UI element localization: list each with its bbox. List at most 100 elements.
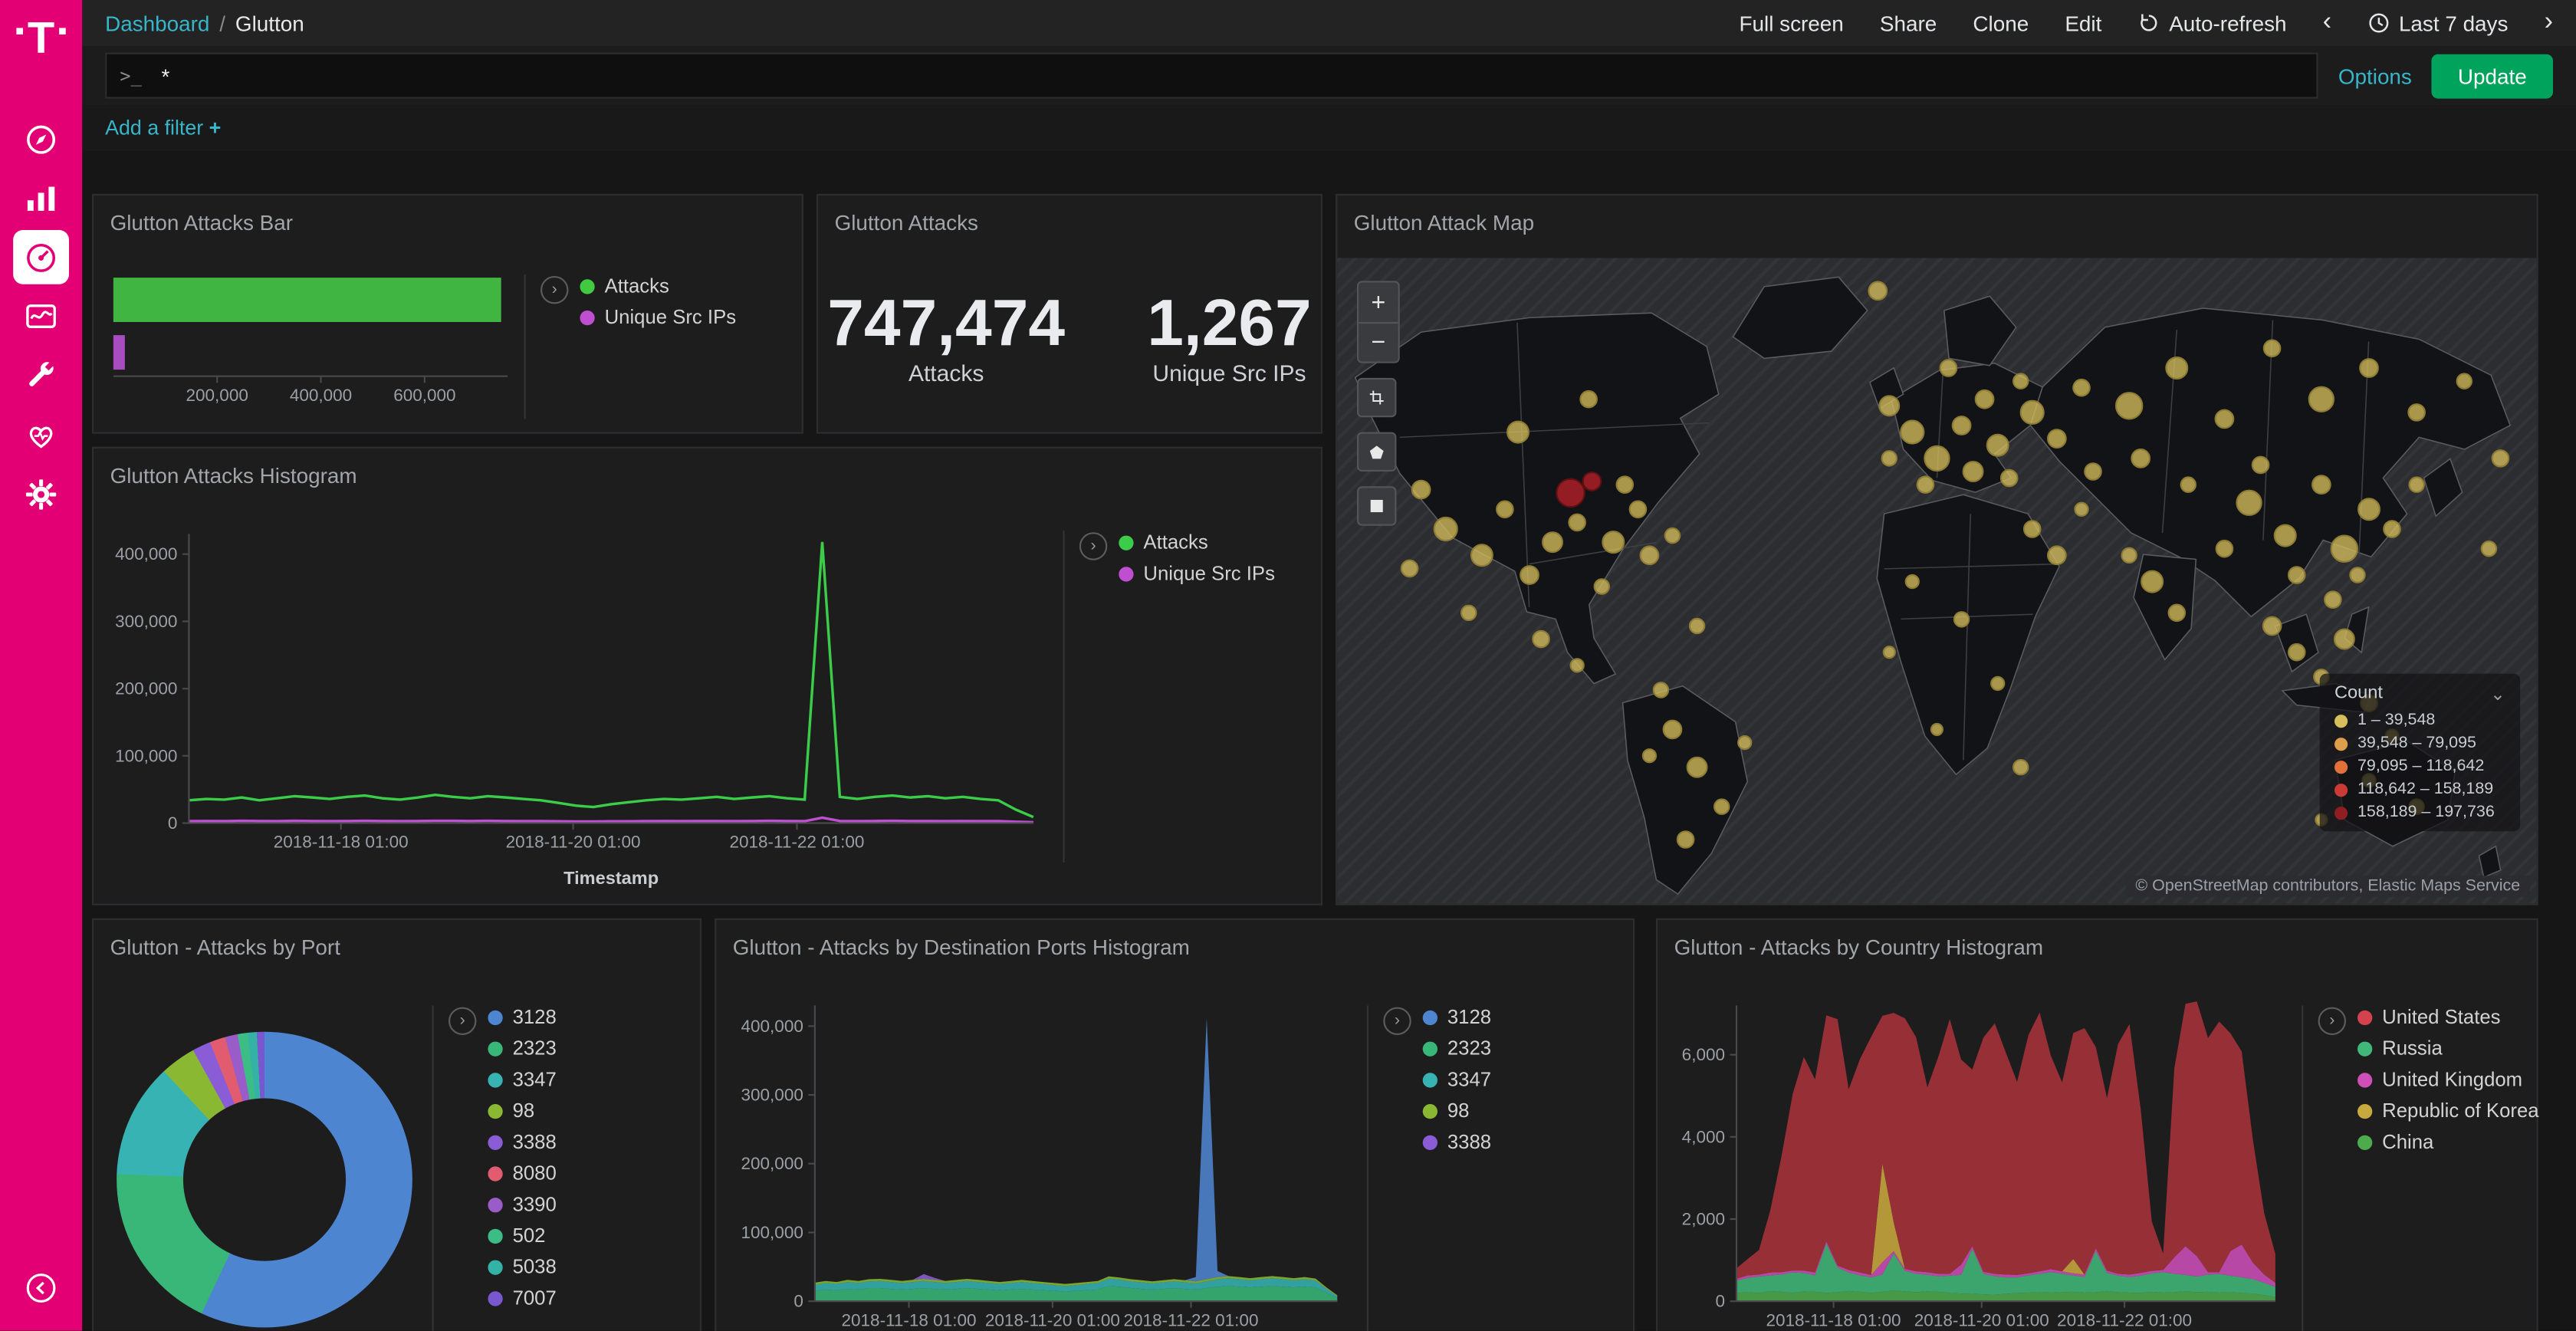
map-attribution: © OpenStreetMap contributors, Elastic Ma… bbox=[2126, 876, 2530, 897]
legend-item[interactable]: China bbox=[2358, 1130, 2539, 1153]
map-marker bbox=[1411, 481, 1431, 501]
legend-item[interactable]: United Kingdom bbox=[2358, 1068, 2539, 1091]
map-marker bbox=[1951, 416, 1971, 436]
legend-item[interactable]: 3388 bbox=[488, 1130, 556, 1153]
legend-color-dot bbox=[580, 310, 594, 324]
sidebar-item-dashboard[interactable] bbox=[13, 230, 69, 284]
legend-item[interactable]: Unique Src IPs bbox=[580, 306, 736, 329]
svg-text:2018-11-22 01:00: 2018-11-22 01:00 bbox=[1123, 1310, 1258, 1329]
query-bar: >_ Options Update bbox=[82, 46, 2576, 105]
legend-color-dot bbox=[580, 278, 594, 293]
zoom-out-button[interactable]: − bbox=[1359, 322, 1398, 361]
sidebar-item-visualize[interactable] bbox=[13, 171, 69, 225]
legend-item[interactable]: 3388 bbox=[1423, 1130, 1491, 1153]
legend-item[interactable]: Republic of Korea bbox=[2358, 1099, 2539, 1122]
legend-item[interactable]: 3347 bbox=[1423, 1068, 1491, 1091]
metric-value: 1,267 bbox=[1147, 288, 1312, 360]
legend-color-dot bbox=[488, 1260, 502, 1274]
time-back-button[interactable]: ‹ bbox=[2323, 10, 2331, 36]
collapse-nav-button[interactable] bbox=[13, 1260, 69, 1315]
legend-item[interactable]: 7007 bbox=[488, 1287, 556, 1310]
legend-label: United Kingdom bbox=[2382, 1068, 2522, 1091]
map-marker bbox=[1568, 514, 1586, 532]
legend-item[interactable]: Attacks bbox=[1119, 531, 1275, 554]
legend-label: 98 bbox=[513, 1099, 535, 1122]
legend-label: 3388 bbox=[513, 1130, 557, 1153]
map-marker bbox=[2359, 358, 2379, 378]
update-button[interactable]: Update bbox=[2432, 54, 2553, 98]
legend-item[interactable]: Attacks bbox=[580, 274, 736, 297]
legend-toggle-icon[interactable]: › bbox=[540, 276, 568, 304]
map-legend-dot bbox=[2334, 737, 2348, 750]
legend-item[interactable]: Russia bbox=[2358, 1037, 2539, 1060]
legend-color-dot bbox=[2358, 1103, 2372, 1118]
share-button[interactable]: Share bbox=[1880, 11, 1937, 35]
port-donut-chart[interactable] bbox=[117, 1032, 412, 1328]
legend-toggle-icon[interactable]: › bbox=[1383, 1007, 1411, 1035]
map-marker bbox=[2308, 387, 2334, 413]
auto-refresh-button[interactable]: Auto-refresh bbox=[2137, 11, 2286, 35]
legend-toggle-icon[interactable]: › bbox=[2318, 1007, 2346, 1035]
map-marker bbox=[2073, 502, 2088, 517]
legend-color-dot bbox=[1119, 566, 1133, 580]
sidebar-item-management[interactable] bbox=[13, 467, 69, 521]
breadcrumb-dashboard-link[interactable]: Dashboard bbox=[105, 11, 209, 35]
map-legend-title: Count bbox=[2334, 683, 2383, 705]
legend-color-dot bbox=[2358, 1072, 2372, 1086]
legend-item[interactable]: 5038 bbox=[488, 1255, 556, 1278]
time-forward-button[interactable]: › bbox=[2545, 10, 2553, 36]
world-map[interactable]: + − bbox=[1337, 258, 2536, 903]
legend-item[interactable]: 8080 bbox=[488, 1162, 556, 1185]
legend-item[interactable]: 98 bbox=[488, 1099, 556, 1122]
clone-button[interactable]: Clone bbox=[1973, 11, 2029, 35]
map-marker bbox=[1999, 468, 2018, 487]
legend-item[interactable]: 3128 bbox=[1423, 1005, 1491, 1028]
legend-item[interactable]: 3347 bbox=[488, 1068, 556, 1091]
legend-label: Attacks bbox=[605, 274, 669, 297]
legend-item[interactable]: 2323 bbox=[488, 1037, 556, 1060]
rectangle-tool-button[interactable] bbox=[1357, 486, 1396, 525]
crop-tool-button[interactable] bbox=[1357, 378, 1396, 417]
map-marker bbox=[1641, 748, 1656, 762]
sidebar-item-monitoring[interactable] bbox=[13, 407, 69, 462]
legend-label: 3347 bbox=[1447, 1068, 1491, 1091]
map-marker-red bbox=[1582, 471, 1602, 491]
legend-item[interactable]: 3390 bbox=[488, 1193, 556, 1216]
chevron-down-icon[interactable]: ⌄ bbox=[2490, 683, 2505, 705]
legend-toggle-icon[interactable]: › bbox=[1079, 532, 1107, 560]
zoom-in-button[interactable]: + bbox=[1359, 283, 1398, 322]
legend-item[interactable]: United States bbox=[2358, 1005, 2539, 1028]
panel-title: Glutton Attacks bbox=[818, 196, 1321, 238]
legend-item[interactable]: 2323 bbox=[1423, 1037, 1491, 1060]
app-sidebar: T bbox=[0, 0, 82, 1331]
map-marker bbox=[1593, 579, 1609, 595]
add-filter-link[interactable]: Add a filter + bbox=[105, 117, 221, 140]
legend-item[interactable]: 3128 bbox=[488, 1005, 556, 1028]
legend-color-dot bbox=[2358, 1135, 2372, 1149]
telekom-logo-icon[interactable]: T bbox=[0, 0, 82, 61]
legend-label: 2323 bbox=[513, 1037, 557, 1060]
full-screen-button[interactable]: Full screen bbox=[1740, 11, 1844, 35]
map-marker bbox=[1990, 677, 2004, 692]
legend-label: 502 bbox=[513, 1224, 546, 1247]
sidebar-item-timelion[interactable] bbox=[13, 289, 69, 343]
legend-color-dot bbox=[1423, 1072, 1438, 1086]
query-options-link[interactable]: Options bbox=[2338, 64, 2412, 88]
map-marker bbox=[1628, 501, 1647, 519]
legend-item[interactable]: 98 bbox=[1423, 1099, 1491, 1122]
sidebar-item-discover[interactable] bbox=[13, 112, 69, 166]
map-marker bbox=[1905, 573, 1920, 588]
query-input-box[interactable]: >_ bbox=[105, 53, 2318, 99]
edit-button[interactable]: Edit bbox=[2065, 11, 2101, 35]
svg-text:2018-11-18 01:00: 2018-11-18 01:00 bbox=[1766, 1310, 1901, 1329]
legend-item[interactable]: 502 bbox=[488, 1224, 556, 1247]
sidebar-item-dev-tools[interactable] bbox=[13, 348, 69, 403]
svg-text:400,000: 400,000 bbox=[741, 1017, 803, 1036]
query-input[interactable] bbox=[158, 61, 2304, 89]
legend-toggle-icon[interactable]: › bbox=[449, 1007, 476, 1035]
polygon-tool-button[interactable] bbox=[1357, 432, 1396, 472]
time-range-picker[interactable]: Last 7 days bbox=[2367, 11, 2508, 35]
legend-item[interactable]: Unique Src IPs bbox=[1119, 562, 1275, 585]
svg-text:0: 0 bbox=[794, 1292, 803, 1311]
map-marker bbox=[1520, 564, 1539, 584]
